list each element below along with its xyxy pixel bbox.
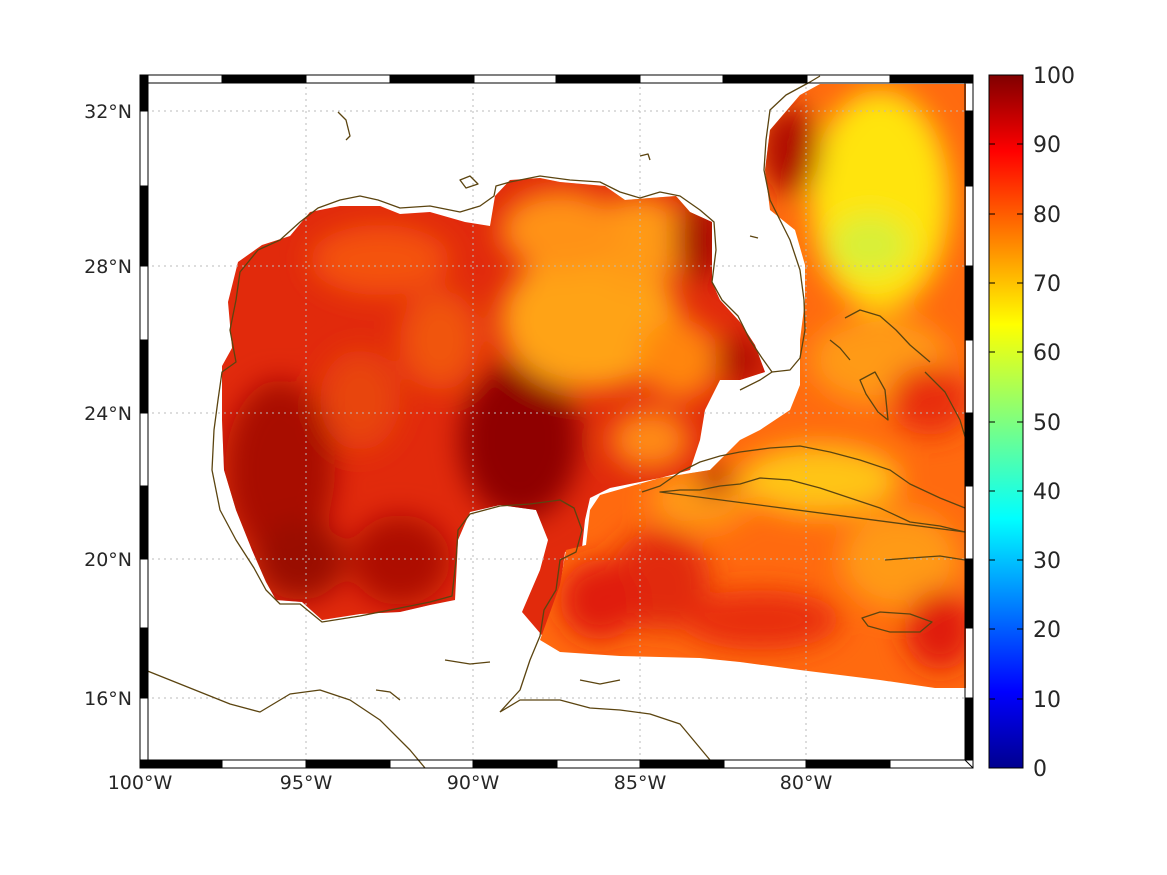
lat-label: 16°N	[84, 688, 132, 710]
colorbar-label: 30	[1033, 549, 1061, 574]
lat-label: 24°N	[84, 403, 132, 425]
colorbar-label: 40	[1033, 480, 1061, 505]
lon-label: 95°W	[280, 772, 333, 794]
graticule	[140, 75, 973, 768]
colorbar-label: 100	[1033, 64, 1075, 89]
lat-label: 28°N	[84, 256, 132, 278]
lon-label: 100°W	[108, 772, 173, 794]
colorbar-label: 90	[1033, 133, 1061, 158]
lon-labels: 100°W 95°W 90°W 85°W 80°W	[108, 772, 833, 794]
lat-label: 32°N	[84, 101, 132, 123]
colorbar-label: 0	[1033, 757, 1047, 782]
colorbar-label: 50	[1033, 411, 1061, 436]
lat-labels: 32°N 28°N 24°N 20°N 16°N	[84, 101, 132, 710]
lon-label: 85°W	[614, 772, 667, 794]
colorbar-label: 70	[1033, 272, 1061, 297]
colorbar-label: 20	[1033, 618, 1061, 643]
map-frame-ticks	[139, 74, 974, 769]
lat-label: 20°N	[84, 549, 132, 571]
colorbar-labels: 100 90 80 70 60 50 40 30 20 10 0	[1033, 64, 1075, 782]
colorbar-label: 10	[1033, 688, 1061, 713]
lon-label: 90°W	[447, 772, 500, 794]
colorbar-ticks	[989, 74, 1023, 700]
lon-label: 80°W	[780, 772, 833, 794]
coastline	[139, 75, 967, 769]
colorbar-label: 80	[1033, 203, 1061, 228]
gulf-field	[222, 178, 765, 640]
colorbar-label: 60	[1033, 341, 1061, 366]
